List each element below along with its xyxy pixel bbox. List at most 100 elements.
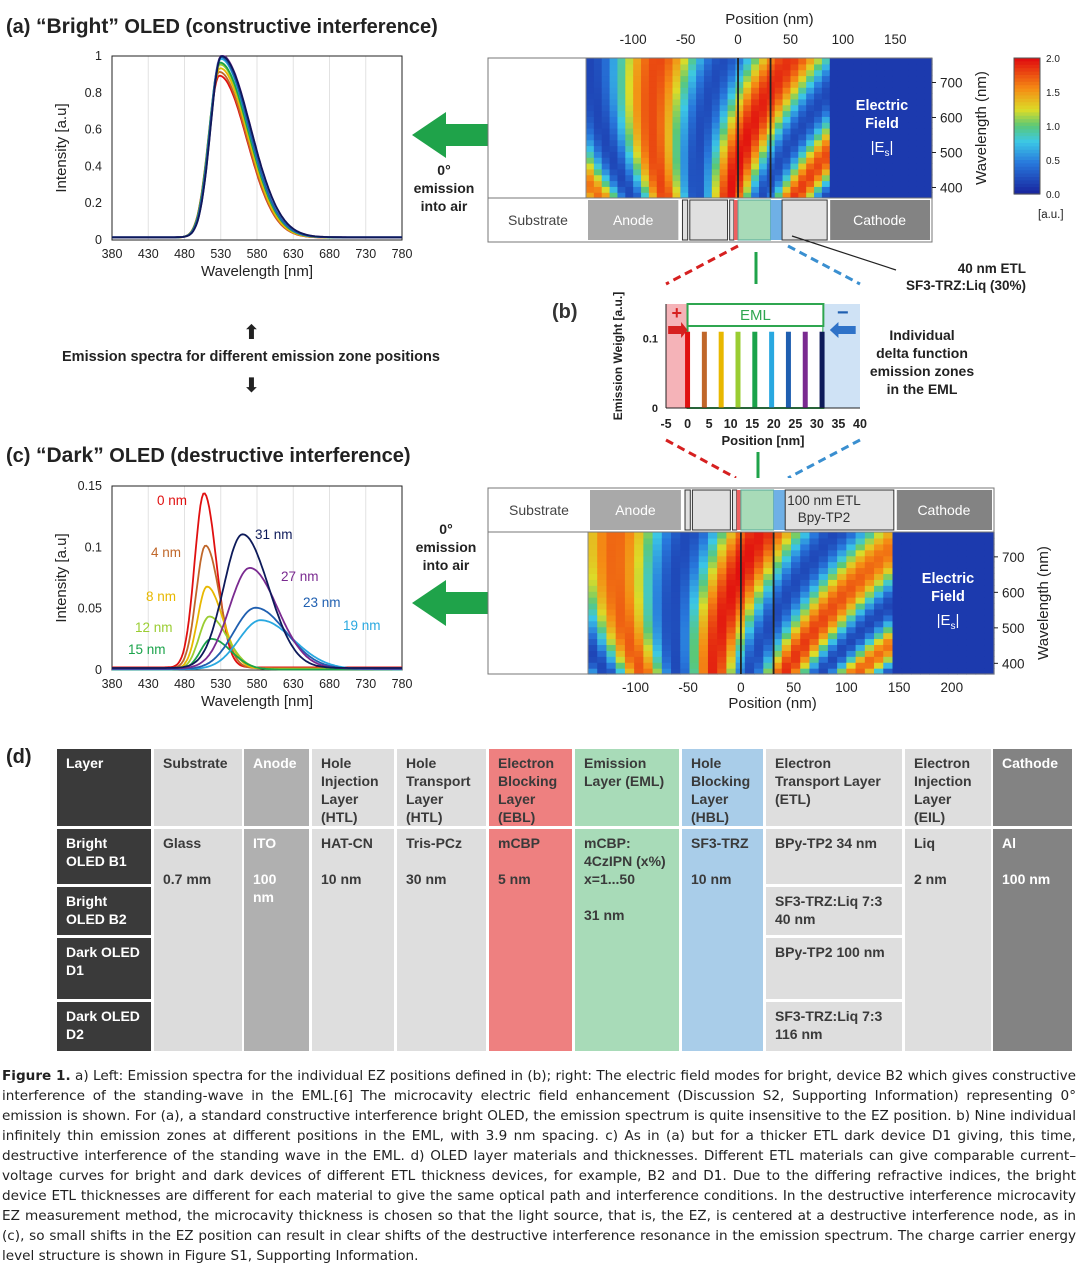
heatmap-cell [641, 63, 650, 71]
heatmap-cell [916, 116, 925, 123]
heatmap-cell [924, 133, 933, 141]
heatmap-cell [696, 63, 705, 71]
heatmap-cell [861, 139, 870, 147]
heatmap-cell [984, 638, 995, 646]
heatmap-cell [853, 75, 862, 82]
heatmap-cell [846, 638, 857, 646]
heatmap-cell [901, 549, 912, 557]
hil-cell: HAT-CN 10 nm [312, 829, 394, 1051]
heatmap-cell [689, 668, 700, 675]
heatmap-cell [892, 585, 903, 592]
series-label: 31 nm [255, 527, 293, 542]
heatmap-cell [884, 63, 894, 71]
heatmap-cell [624, 644, 635, 651]
colorbar-segment [1014, 190, 1040, 195]
heatmap-cell [661, 537, 672, 545]
heatmap-cell [588, 567, 598, 575]
heatmap-cell [633, 133, 642, 141]
heatmap-cell [634, 591, 644, 598]
heatmap-cell [924, 145, 933, 152]
heatmap-cell [606, 537, 617, 545]
heatmap-cell [707, 532, 718, 539]
heatmap-cell [845, 163, 854, 170]
heatmap-cell [717, 662, 728, 669]
heatmap-cell [800, 638, 811, 646]
heatmap-cell [615, 549, 626, 557]
heatmap-cell [938, 668, 949, 675]
heatmap-cell [726, 555, 737, 563]
heatmap-cell [798, 87, 807, 94]
heatmap-cell [966, 603, 977, 610]
heatmap-cell [672, 69, 681, 77]
heatmap-cell [759, 133, 768, 141]
heatmap-cell [791, 555, 801, 563]
heatmap-cell [975, 567, 986, 575]
heatmap-cell [818, 567, 829, 575]
heatmap-cell [643, 573, 654, 580]
heatmap-cell [609, 98, 619, 106]
heatmap-cell [633, 128, 642, 135]
colorbar-unit: [a.u.] [1038, 209, 1064, 221]
heatmap-cell [876, 151, 886, 158]
heatmap-cell [892, 174, 902, 182]
heatmap-cell [869, 98, 878, 106]
heatmap-cell [743, 186, 752, 193]
heatmap-cell [809, 632, 820, 640]
heatmap-cell [689, 555, 700, 563]
heatmap-cell [688, 180, 697, 187]
heatmap-cell [617, 192, 626, 199]
heatmap-cell [625, 98, 634, 106]
heatmap-cell [782, 69, 792, 77]
heatmap-cell [751, 145, 760, 152]
heatmap-cell [774, 186, 784, 193]
heatmap-cell [901, 561, 912, 569]
heatmap-cell [791, 597, 801, 604]
heatmap-cell [696, 128, 705, 135]
heatmap-cell [759, 151, 768, 158]
heatmap-cell [938, 603, 949, 610]
heatmap-cell [719, 174, 729, 182]
heatmap-cell [938, 579, 949, 586]
electron-arrow [829, 322, 856, 338]
heatmap-cell [809, 668, 820, 675]
heatmap-cell [947, 585, 958, 592]
heatmap-cell [966, 614, 977, 622]
heatmap-cell [892, 632, 903, 640]
heatmap-cell [829, 192, 839, 199]
heatmap-cell [772, 573, 783, 580]
heatmap-cell [806, 157, 815, 164]
heatmap-cell [855, 620, 866, 628]
heatmap-cell [892, 98, 902, 106]
heatmap-cell [901, 638, 912, 646]
heatmap-cell [874, 644, 884, 651]
heatmap-cell [929, 638, 940, 646]
heatmap-cell [947, 650, 958, 657]
heatmap-cell [633, 168, 642, 176]
heatmap-cell [818, 591, 829, 598]
heatmap-cell [938, 591, 949, 598]
heatmap-cell [853, 116, 862, 123]
heatmap-cell [966, 662, 977, 669]
heatmap-cell [593, 186, 603, 193]
heatmap-cell [656, 180, 666, 187]
heatmap-cell [855, 603, 866, 610]
heatmap-cell [821, 151, 831, 158]
heatmap-cell [929, 549, 940, 557]
heatmap-cell [698, 543, 709, 551]
colorbar-segment [1014, 129, 1040, 134]
heatmap-cells [586, 58, 933, 199]
thin-layer-block [729, 199, 735, 241]
emission-bar [819, 331, 825, 408]
heatmap-cell [855, 532, 866, 539]
heatmap-cell [643, 555, 654, 563]
heatmap-cell [656, 122, 666, 129]
heatmap-cell [908, 87, 917, 94]
heatmap-cell [754, 668, 764, 675]
heatmap-cell [938, 638, 949, 646]
heatmap-cell [975, 532, 986, 539]
heatmap-cell [853, 180, 862, 187]
heatmap-cell [892, 537, 903, 545]
heatmap-cell [818, 608, 829, 616]
heatmap-cell [869, 116, 878, 123]
heatmap-cell [806, 163, 815, 170]
